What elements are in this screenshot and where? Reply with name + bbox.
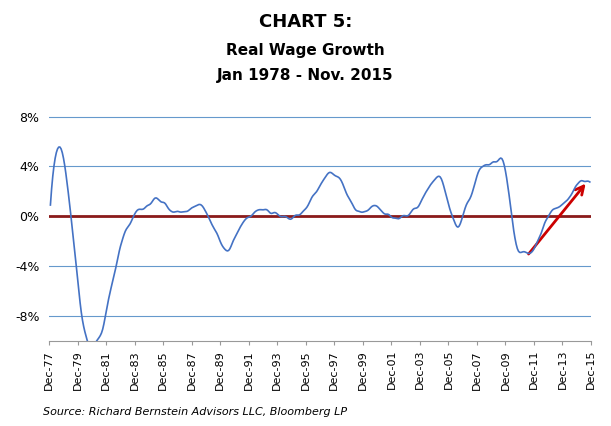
Text: Jan 1978 - Nov. 2015: Jan 1978 - Nov. 2015 bbox=[217, 68, 394, 83]
Text: Real Wage Growth: Real Wage Growth bbox=[226, 43, 385, 58]
Text: CHART 5:: CHART 5: bbox=[259, 13, 352, 31]
Text: Source: Richard Bernstein Advisors LLC, Bloomberg LP: Source: Richard Bernstein Advisors LLC, … bbox=[43, 408, 347, 417]
